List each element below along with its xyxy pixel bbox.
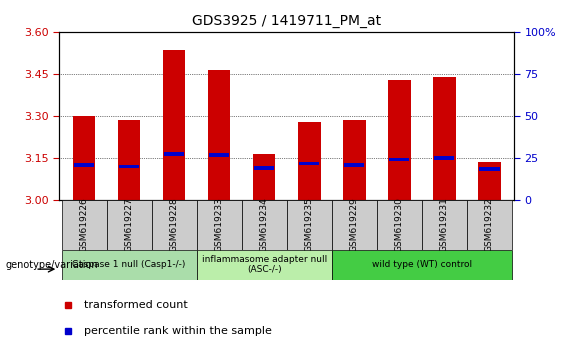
Bar <box>197 200 242 250</box>
Bar <box>209 153 229 157</box>
Bar <box>467 200 512 250</box>
Bar <box>119 165 139 168</box>
Bar <box>197 250 332 280</box>
Text: GSM619235: GSM619235 <box>305 197 314 252</box>
Bar <box>254 166 275 170</box>
Bar <box>422 200 467 250</box>
Text: GSM619226: GSM619226 <box>80 198 89 252</box>
Text: percentile rank within the sample: percentile rank within the sample <box>84 326 272 336</box>
Bar <box>377 200 422 250</box>
Text: GSM619227: GSM619227 <box>125 198 134 252</box>
Bar <box>118 120 140 200</box>
Text: wild type (WT) control: wild type (WT) control <box>372 260 472 269</box>
Bar <box>73 116 95 200</box>
Bar <box>208 70 231 200</box>
Bar <box>433 77 455 200</box>
Text: Caspase 1 null (Casp1-/-): Caspase 1 null (Casp1-/-) <box>72 260 186 269</box>
Text: GSM619232: GSM619232 <box>485 198 494 252</box>
Text: genotype/variation: genotype/variation <box>6 260 98 270</box>
Bar <box>479 167 499 171</box>
Bar <box>332 250 512 280</box>
Bar <box>242 200 286 250</box>
Bar <box>107 200 151 250</box>
Bar <box>478 162 501 200</box>
Bar <box>286 200 332 250</box>
Bar <box>389 158 410 161</box>
Text: GSM619231: GSM619231 <box>440 197 449 252</box>
Bar <box>298 121 320 200</box>
Text: inflammasome adapter null
(ASC-/-): inflammasome adapter null (ASC-/-) <box>202 255 327 274</box>
Text: GSM619228: GSM619228 <box>170 198 179 252</box>
Bar <box>253 154 276 200</box>
Bar <box>74 163 94 167</box>
Bar <box>332 200 377 250</box>
Text: transformed count: transformed count <box>84 299 188 310</box>
Bar <box>164 152 184 156</box>
Bar <box>299 162 319 165</box>
Bar <box>434 156 454 160</box>
Bar <box>343 120 366 200</box>
Text: GSM619233: GSM619233 <box>215 197 224 252</box>
Text: GSM619230: GSM619230 <box>395 197 404 252</box>
Bar <box>388 80 411 200</box>
Bar <box>62 250 197 280</box>
Bar <box>163 50 185 200</box>
Bar <box>62 200 107 250</box>
Text: GSM619229: GSM619229 <box>350 198 359 252</box>
Bar <box>151 200 197 250</box>
Bar <box>344 163 364 167</box>
Text: GSM619234: GSM619234 <box>260 198 269 252</box>
Title: GDS3925 / 1419711_PM_at: GDS3925 / 1419711_PM_at <box>192 14 381 28</box>
